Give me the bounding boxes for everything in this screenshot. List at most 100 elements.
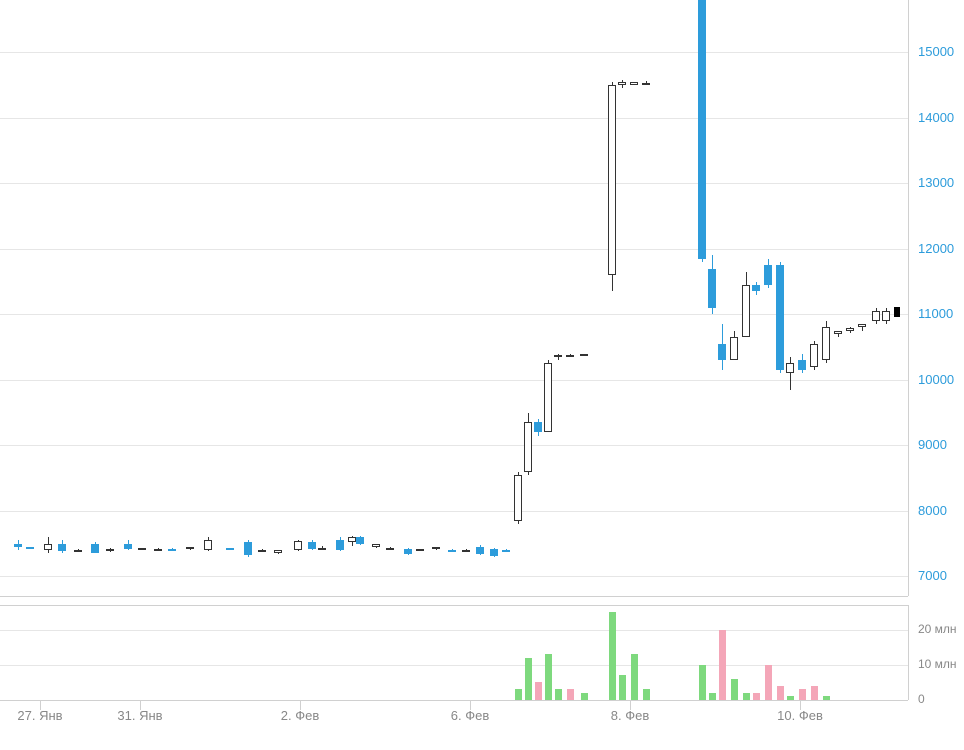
- candle-body: [58, 544, 66, 552]
- candle-body: [106, 549, 114, 552]
- volume-bar: [525, 658, 532, 700]
- price-axis-label: 8000: [918, 503, 964, 518]
- price-axis-label: 11000: [918, 306, 964, 321]
- candle-body: [404, 549, 412, 554]
- volume-bar: [709, 693, 716, 700]
- candle-body: [14, 544, 22, 547]
- price-axis-label: 12000: [918, 241, 964, 256]
- volume-bar: [787, 696, 794, 700]
- candle-body: [448, 550, 456, 552]
- candle-body: [44, 544, 52, 551]
- price-axis-label: 13000: [918, 175, 964, 190]
- candle-body: [608, 85, 616, 275]
- volume-panel-right-border: [908, 605, 909, 700]
- candle-body: [872, 311, 880, 321]
- x-axis-label: 31. Янв: [117, 708, 162, 723]
- last-price-marker: [894, 307, 900, 317]
- candle-body: [308, 542, 316, 549]
- candle-body: [810, 344, 818, 367]
- candle-body: [476, 547, 484, 554]
- volume-axis-label: 10 млн: [918, 657, 964, 671]
- volume-gridline: [0, 665, 908, 666]
- candle-body: [834, 331, 842, 334]
- volume-axis-label: 20 млн: [918, 622, 964, 636]
- x-axis-label: 8. Фев: [611, 708, 649, 723]
- candle-body: [524, 422, 532, 471]
- volume-bar: [581, 693, 588, 700]
- volume-bar: [823, 696, 830, 700]
- x-axis-label: 6. Фев: [451, 708, 489, 723]
- volume-bar: [765, 665, 772, 700]
- candle-body: [882, 311, 890, 321]
- candle-body: [642, 83, 650, 85]
- candle-body: [386, 548, 394, 550]
- candle-body: [416, 549, 424, 551]
- price-gridline: [0, 118, 908, 119]
- volume-bar: [567, 689, 574, 700]
- candle-body: [502, 550, 510, 552]
- price-axis-label: 10000: [918, 372, 964, 387]
- volume-panel-top-border: [0, 605, 908, 606]
- price-axis-label: 15000: [918, 44, 964, 59]
- price-panel-bottom-border: [0, 596, 908, 597]
- candle-body: [630, 82, 638, 85]
- candle-body: [786, 363, 794, 373]
- candle-wick: [790, 357, 791, 390]
- candle-body: [432, 547, 440, 549]
- candle-body: [91, 544, 99, 553]
- volume-gridline: [0, 630, 908, 631]
- volume-bar: [545, 654, 552, 700]
- candle-body: [138, 548, 146, 550]
- volume-bar: [515, 689, 522, 700]
- candle-body: [336, 540, 344, 550]
- price-axis-label: 14000: [918, 110, 964, 125]
- volume-bar: [699, 665, 706, 700]
- candle-body: [708, 269, 716, 308]
- candle-body: [514, 475, 522, 521]
- candle-body: [764, 265, 772, 285]
- candle-body: [798, 360, 806, 370]
- x-axis-label: 10. Фев: [777, 708, 823, 723]
- candle-body: [566, 355, 574, 357]
- candle-body: [462, 550, 470, 552]
- candle-body: [490, 549, 498, 556]
- volume-axis-label: 0: [918, 692, 964, 706]
- price-gridline: [0, 183, 908, 184]
- candle-body: [204, 540, 212, 550]
- candle-body: [698, 0, 706, 259]
- candle-body: [26, 547, 34, 549]
- volume-bar: [811, 686, 818, 700]
- volume-bar: [799, 689, 806, 700]
- candle-body: [730, 337, 738, 360]
- price-axis-label: 9000: [918, 437, 964, 452]
- price-gridline: [0, 576, 908, 577]
- price-gridline: [0, 314, 908, 315]
- price-gridline: [0, 249, 908, 250]
- candle-body: [554, 355, 562, 357]
- candle-body: [124, 544, 132, 549]
- candle-body: [318, 548, 326, 550]
- candle-body: [74, 550, 82, 552]
- x-axis-label: 27. Янв: [17, 708, 62, 723]
- price-gridline: [0, 511, 908, 512]
- candle-body: [186, 547, 194, 549]
- candle-body: [168, 549, 176, 551]
- candle-body: [274, 550, 282, 553]
- price-panel-right-border: [908, 0, 909, 596]
- volume-bar: [753, 693, 760, 700]
- chart-root: 7000 8000 9000 10000 11000 12000 13000 14000 150…: [0, 0, 964, 750]
- candle-body: [544, 363, 552, 432]
- volume-bar: [631, 654, 638, 700]
- candle-body: [776, 265, 784, 370]
- candle-body: [742, 285, 750, 337]
- volume-bar: [535, 682, 542, 700]
- candle-body: [294, 541, 302, 550]
- volume-bar: [731, 679, 738, 700]
- price-axis-label: 7000: [918, 568, 964, 583]
- price-gridline: [0, 52, 908, 53]
- volume-bar: [643, 689, 650, 700]
- candle-body: [356, 537, 364, 544]
- candle-body: [718, 344, 726, 360]
- volume-bar: [609, 612, 616, 700]
- candle-body: [846, 328, 854, 331]
